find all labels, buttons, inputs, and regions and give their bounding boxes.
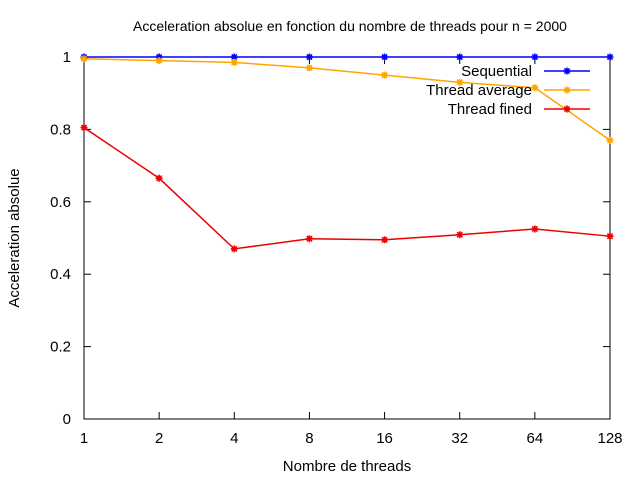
data-point	[456, 78, 464, 86]
data-point	[155, 53, 163, 61]
x-tick-label: 32	[451, 430, 468, 447]
data-point	[606, 136, 614, 144]
data-point	[155, 174, 163, 182]
data-point	[456, 231, 464, 239]
data-point	[606, 53, 614, 61]
series-layer	[80, 53, 614, 253]
y-tick-label: 0.4	[50, 266, 71, 283]
legend-label: Thread fined	[448, 101, 532, 118]
data-point	[230, 245, 238, 253]
legend-marker	[563, 86, 571, 94]
data-point	[155, 57, 163, 65]
y-axis: 0 0.2 0.4 0.6 0.8 1	[50, 49, 610, 428]
legend-marker	[563, 105, 571, 113]
data-point	[230, 53, 238, 61]
y-axis-label: Acceleration absolue	[6, 168, 23, 307]
y-tick-label: 0.2	[50, 339, 71, 356]
series-line	[83, 58, 611, 141]
x-tick-label: 2	[155, 430, 163, 447]
y-tick-label: 0.8	[50, 121, 71, 138]
data-point	[456, 53, 464, 61]
x-tick-label: 1	[80, 430, 88, 447]
series-line	[83, 126, 611, 250]
y-tick-label: 0	[63, 411, 71, 428]
series-3	[80, 124, 614, 253]
data-point	[531, 225, 539, 233]
x-tick-label: 128	[597, 430, 622, 447]
series-2	[80, 55, 614, 144]
data-point	[305, 53, 313, 61]
x-axis-label: Nombre de threads	[283, 458, 411, 475]
data-point	[305, 64, 313, 72]
y-tick-label: 1	[63, 49, 71, 66]
x-tick-label: 8	[305, 430, 313, 447]
data-point	[80, 124, 88, 132]
data-point	[230, 58, 238, 66]
y-tick-label: 0.6	[50, 194, 71, 211]
data-point	[381, 236, 389, 244]
legend-marker	[563, 67, 571, 75]
legend-label: Sequential	[461, 63, 532, 80]
data-point	[531, 84, 539, 92]
data-point	[606, 232, 614, 240]
data-point	[381, 71, 389, 79]
data-point	[381, 53, 389, 61]
x-tick-label: 4	[230, 430, 238, 447]
data-point	[80, 55, 88, 63]
legend: Sequential Thread average Thread fined	[426, 63, 590, 118]
x-tick-label: 64	[527, 430, 544, 447]
x-axis: 1 2 4 8 16 32 64 128	[80, 57, 623, 447]
x-tick-label: 16	[376, 430, 393, 447]
chart-title: Acceleration absolue en fonction du nomb…	[133, 18, 567, 34]
legend-label: Thread average	[426, 82, 532, 99]
data-point	[531, 53, 539, 61]
data-point	[305, 235, 313, 243]
